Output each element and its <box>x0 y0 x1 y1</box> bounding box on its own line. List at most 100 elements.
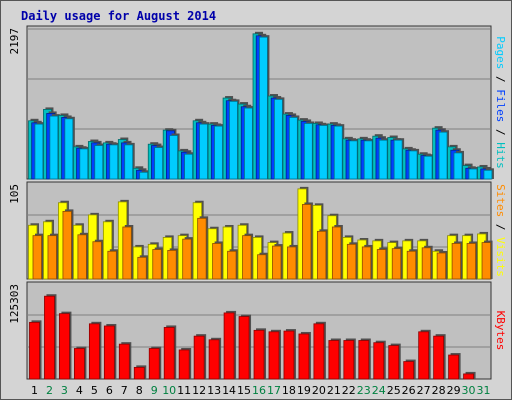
day-tick-label-30: 30 <box>462 384 476 397</box>
day-tick-label-7: 7 <box>121 384 128 397</box>
hits-files-pages-bar-pages-day-27 <box>423 155 433 180</box>
day-tick-label-22: 22 <box>342 384 356 397</box>
kbytes-bar-kbytes-day-21 <box>328 340 340 380</box>
visits-sites-series-label: Sites / Visits <box>494 184 507 277</box>
visits-sites-bar-sites-day-10 <box>167 249 177 280</box>
kbytes-bar-kbytes-day-27 <box>418 331 430 380</box>
hits-files-pages-bar-pages-day-17 <box>273 98 283 180</box>
kbytes-bar-kbytes-day-19 <box>298 333 310 380</box>
visits-sites-bar-sites-day-9 <box>152 249 162 280</box>
day-tick-label-18: 18 <box>282 384 296 397</box>
visits-sites-bar-sites-day-1 <box>32 235 42 280</box>
kbytes-bar-kbytes-day-24 <box>373 342 385 380</box>
day-tick-label-21: 21 <box>327 384 341 397</box>
day-tick-label-10: 10 <box>162 384 176 397</box>
visits-sites-bar-sites-day-23 <box>361 246 372 280</box>
kbytes-bar-kbytes-day-14 <box>223 312 235 380</box>
day-tick-label-16: 16 <box>252 384 266 397</box>
day-tick-label-6: 6 <box>106 384 113 397</box>
day-tick-label-9: 9 <box>151 384 158 397</box>
visits-sites-bar-sites-day-8 <box>137 256 147 280</box>
hits-files-pages-bar-pages-day-10 <box>169 135 179 180</box>
kbytes-bar-kbytes-day-7 <box>118 343 130 380</box>
hits-files-pages-bar-pages-day-12 <box>199 123 208 180</box>
hits-files-pages-bar-pages-day-28 <box>438 131 448 180</box>
visits-sites-bar-sites-day-6 <box>107 250 117 280</box>
day-tick-label-13: 13 <box>207 384 221 397</box>
visits-sites-bar-sites-day-3 <box>62 210 72 280</box>
kbytes-bar-kbytes-day-5 <box>88 323 100 380</box>
visits-sites-bar-sites-day-7 <box>122 226 132 280</box>
visits-sites-bar-sites-day-12 <box>197 217 207 280</box>
visits-sites-bar-sites-day-20 <box>316 230 327 280</box>
hits-files-pages-bar-pages-day-9 <box>154 147 164 180</box>
day-tick-label-11: 11 <box>177 384 191 397</box>
hits-files-pages-bar-pages-day-31 <box>483 169 493 180</box>
kbytes-bar-kbytes-day-6 <box>103 325 115 380</box>
kbytes-series-label-part-0: KBytes <box>494 311 507 351</box>
day-tick-label-17: 17 <box>267 384 281 397</box>
visits-sites-bar-sites-day-18 <box>287 246 297 280</box>
day-tick-label-27: 27 <box>417 384 431 397</box>
hits-files-pages-bar-pages-day-26 <box>408 150 418 180</box>
visits-sites-bar-sites-day-17 <box>272 245 282 280</box>
day-tick-label-15: 15 <box>237 384 251 397</box>
visits-sites-bar-sites-day-26 <box>406 250 417 280</box>
day-tick-label-28: 28 <box>432 384 446 397</box>
hits-files-pages-bar-pages-day-14 <box>229 100 238 180</box>
kbytes-bar-kbytes-day-28 <box>433 335 445 380</box>
day-tick-label-12: 12 <box>192 384 206 397</box>
day-tick-label-29: 29 <box>447 384 461 397</box>
kbytes-bar-kbytes-day-8 <box>133 366 145 380</box>
visits-sites-bar-sites-day-4 <box>77 234 87 280</box>
hits-files-pages-bar-pages-day-5 <box>94 145 104 180</box>
kbytes-bar-kbytes-day-13 <box>208 339 220 380</box>
visits-sites-ymax-label: 105 <box>8 184 21 204</box>
visits-sites-bar-sites-day-14 <box>227 250 237 280</box>
kbytes-bar-kbytes-day-15 <box>238 316 250 380</box>
kbytes-bar-kbytes-day-11 <box>178 349 190 380</box>
hits-files-pages-bar-pages-day-3 <box>64 118 74 180</box>
day-tick-label-26: 26 <box>402 384 416 397</box>
hits-files-pages-bar-pages-day-8 <box>139 171 149 180</box>
hits-files-pages-bar-pages-day-19 <box>303 123 313 180</box>
day-tick-label-3: 3 <box>61 384 68 397</box>
kbytes-ymax-label: 125303 <box>8 284 21 324</box>
day-tick-label-4: 4 <box>76 384 83 397</box>
kbytes-bar-kbytes-day-16 <box>253 329 265 380</box>
visits-sites-bar-sites-day-5 <box>92 241 102 280</box>
visits-sites-bar-sites-day-16 <box>257 254 267 280</box>
hits-files-pages-bar-pages-day-20 <box>318 125 328 180</box>
visits-sites-series-label-part-1: / <box>494 217 507 237</box>
hits-files-pages-bar-pages-day-25 <box>393 139 403 180</box>
kbytes-bar-kbytes-day-20 <box>313 323 325 380</box>
visits-sites-bar-sites-day-25 <box>391 248 402 280</box>
kbytes-bar-kbytes-day-17 <box>268 331 280 380</box>
day-tick-label-24: 24 <box>372 384 386 397</box>
hits-files-pages-bar-pages-day-7 <box>124 144 134 180</box>
day-tick-label-2: 2 <box>46 384 53 397</box>
visits-sites-bar-sites-day-15 <box>242 235 252 280</box>
day-tick-label-20: 20 <box>312 384 326 397</box>
day-tick-label-23: 23 <box>357 384 371 397</box>
hits-files-pages-series-label-part-3: / <box>494 122 507 142</box>
visits-sites-bar-sites-day-28 <box>436 252 447 280</box>
hits-files-pages-bar-pages-day-16 <box>259 36 268 180</box>
visits-sites-bar-sites-day-31 <box>481 242 491 280</box>
day-tick-label-14: 14 <box>222 384 236 397</box>
kbytes-bar-kbytes-day-10 <box>163 327 175 380</box>
visits-sites-bar-sites-day-13 <box>212 243 222 280</box>
hits-files-pages-series-label-part-0: Pages <box>494 36 507 69</box>
hits-files-pages-bar-pages-day-24 <box>378 139 388 180</box>
visits-sites-series-label-part-0: Sites <box>494 184 507 217</box>
visits-sites-bar-sites-day-29 <box>451 243 461 280</box>
kbytes-bar-kbytes-day-30 <box>463 373 474 380</box>
hits-files-pages-series-label-part-4: Hits <box>494 142 507 169</box>
kbytes-bar-kbytes-day-29 <box>448 354 459 380</box>
hits-files-pages-bar-pages-day-23 <box>363 140 373 180</box>
hits-files-pages-series-label: Pages / Files / Hits <box>494 36 507 169</box>
hits-files-pages-bar-pages-day-21 <box>333 125 343 180</box>
hits-files-pages-bar-pages-day-13 <box>214 125 223 180</box>
hits-files-pages-bar-pages-day-2 <box>49 115 59 180</box>
